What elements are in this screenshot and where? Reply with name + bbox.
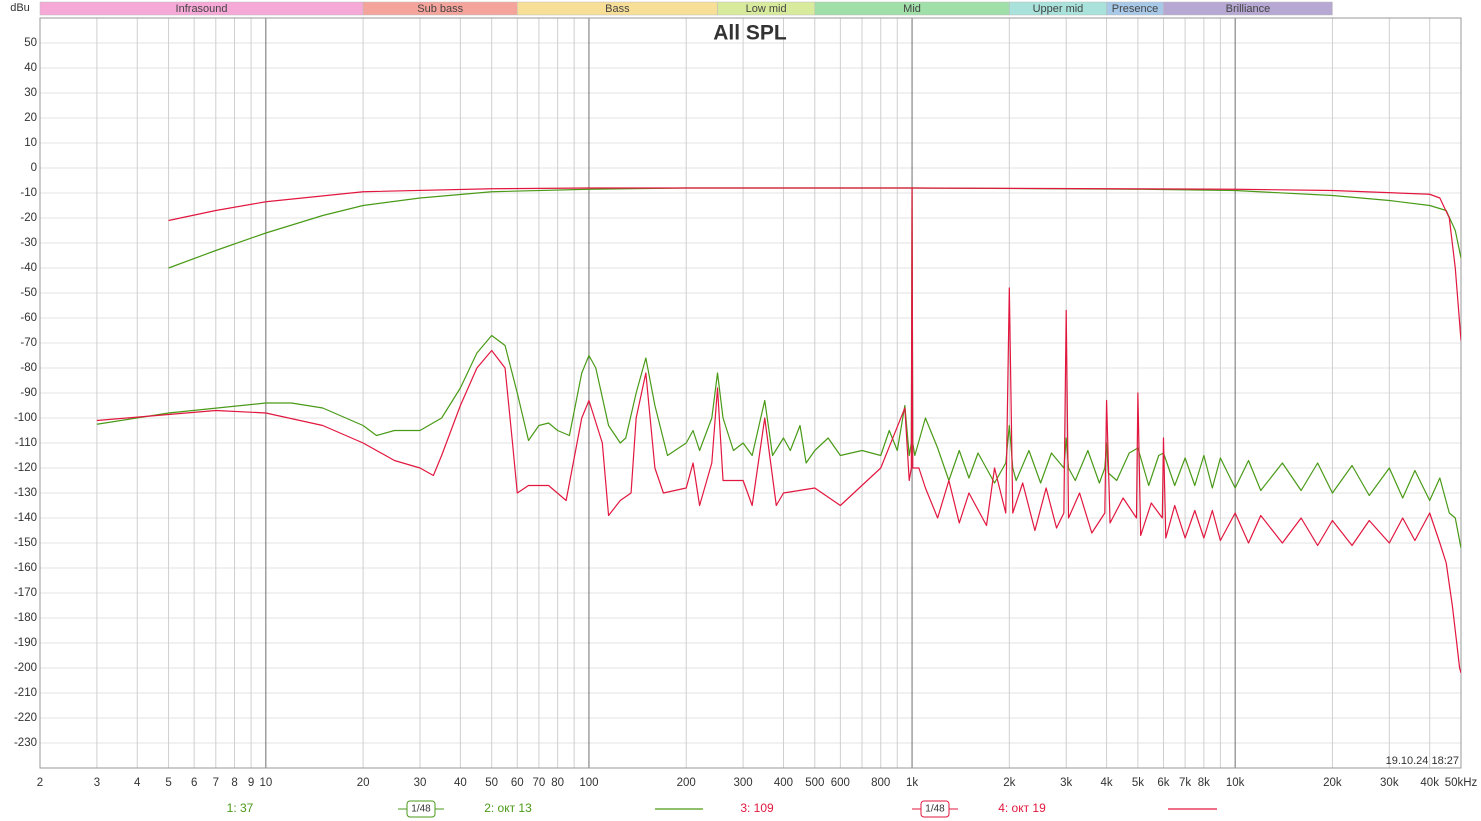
x-tick-label: 50 [485,777,498,789]
series-line [168,187,1461,341]
y-tick-label: -80 [20,362,37,374]
x-tick-label: 1k [906,777,918,789]
legend-label: 3: 109 [740,801,774,815]
y-tick-label: -10 [20,187,37,199]
band-label: Mid [903,3,921,15]
x-tick-label: 2 [37,777,43,789]
band-label: Sub bass [417,3,463,15]
y-tick-label: -140 [14,512,37,524]
y-tick-label: 40 [24,62,37,74]
y-tick-label: -90 [20,387,37,399]
x-tick-label: 30k [1380,777,1399,789]
x-tick-label: 30 [414,777,427,789]
band-label: Bass [605,3,630,15]
x-tick-label: 40k [1420,777,1439,789]
x-tick-label: 10k [1226,777,1245,789]
x-tick-label: 7 [213,777,219,789]
y-tick-label: -230 [14,737,37,749]
legend-label: 2: окт 13 [484,801,532,815]
x-tick-label: 3 [94,777,100,789]
x-tick-label: 4k [1101,777,1113,789]
y-tick-label: -150 [14,537,37,549]
x-tick-label: 2k [1003,777,1015,789]
y-tick-label: -170 [14,587,37,599]
plot-frame [39,17,1462,769]
band-label: Presence [1112,3,1158,15]
y-tick-label: 0 [31,162,37,174]
y-tick-label: 50 [24,37,37,49]
band-label: Low mid [746,3,787,15]
legend-smoothing-box [406,800,436,818]
y-tick-label: -210 [14,687,37,699]
legend-smoothing-box [920,800,950,818]
y-tick-label: -20 [20,212,37,224]
x-tick-label: 40 [454,777,467,789]
timestamp: 19.10.24 18:27 [1386,755,1459,767]
x-tick-label: 10 [259,777,272,789]
x-tick-label: 4 [134,777,141,789]
y-tick-label: -30 [20,237,37,249]
y-tick-label: -130 [14,487,37,499]
x-tick-label: 7k [1179,777,1191,789]
x-tick-label: 8k [1198,777,1210,789]
x-tick-label: 80 [551,777,564,789]
x-tick-label: 500 [805,777,824,789]
x-tick-label: 6 [191,777,197,789]
y-tick-label: -200 [14,662,37,674]
y-tick-label: -60 [20,312,37,324]
y-tick-label: -70 [20,337,37,349]
x-tick-label: 3k [1060,777,1072,789]
x-tick-label: 200 [677,777,696,789]
y-tick-label: -120 [14,462,37,474]
x-tick-label: 70 [532,777,545,789]
band-label: Infrasound [176,3,228,15]
y-tick-label: 10 [24,137,37,149]
x-tick-label: 9 [248,777,254,789]
x-tick-label: 20k [1323,777,1342,789]
legend-label: 1: 37 [227,801,254,815]
y-tick-label: 30 [24,87,37,99]
legend-label: 4: окт 19 [998,801,1046,815]
y-tick-label: -160 [14,562,37,574]
legend-smoothing: 1/48 [925,804,945,815]
x-tick-label: 5k [1132,777,1144,789]
chart-title: All SPL [713,22,787,45]
y-tick-label: -100 [14,412,37,424]
y-tick-label: -40 [20,262,37,274]
x-tick-label: 800 [871,777,890,789]
x-tick-label: 300 [734,777,753,789]
y-tick-label: 20 [24,112,37,124]
x-tick-label: 400 [774,777,793,789]
y-tick-label: -220 [14,712,37,724]
y-axis-label: dBu [10,2,30,14]
y-tick-label: -180 [14,612,37,624]
x-tick-label: 50kHz [1445,777,1478,789]
legend-smoothing: 1/48 [411,804,431,815]
y-tick-label: -110 [15,437,37,449]
x-tick-label: 20 [357,777,370,789]
x-tick-label: 6k [1157,777,1169,789]
y-tick-label: -190 [14,637,37,649]
x-tick-label: 600 [831,777,850,789]
x-tick-label: 60 [511,777,524,789]
band [1163,1,1333,16]
series-line [96,187,1461,674]
x-tick-label: 5 [165,777,171,789]
band-label: Brilliance [1226,3,1271,15]
x-tick-label: 100 [579,777,598,789]
y-tick-label: -50 [20,287,37,299]
x-tick-label: 8 [231,777,237,789]
band-label: Upper mid [1033,3,1084,15]
